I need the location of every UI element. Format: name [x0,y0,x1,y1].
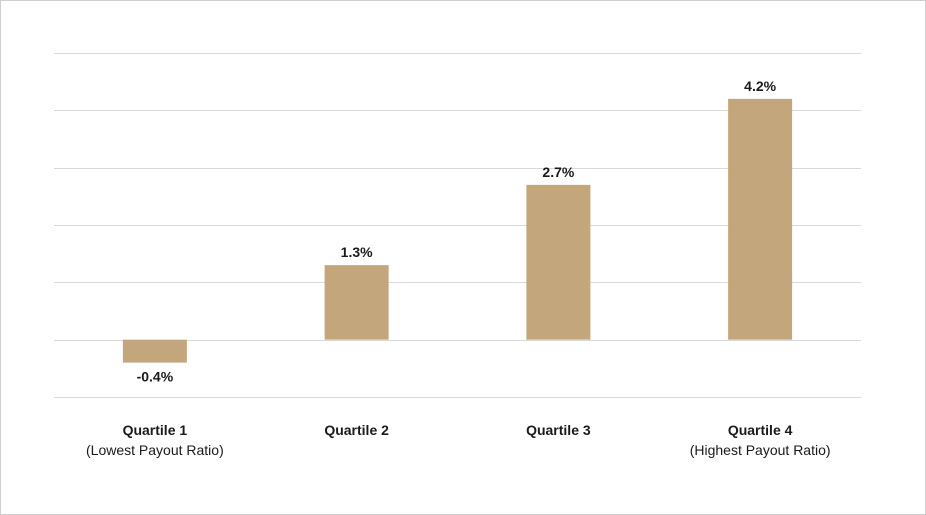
category-label-2: Quartile 2 [324,422,389,438]
category-labels: Quartile 1 (Lowest Payout Ratio) Quartile … [86,422,831,458]
category-label-4: Quartile 4 [728,422,793,438]
bar-1 [122,339,187,363]
bars [122,98,793,363]
category-label-1: Quartile 1 [123,422,188,438]
value-label-3: 2.7% [542,164,574,180]
value-labels: -0.4% 1.3% 2.7% 4.2% [137,78,777,385]
value-label-4: 4.2% [744,78,776,94]
category-label-3: Quartile 3 [526,422,591,438]
value-label-1: -0.4% [137,369,174,385]
gridlines [54,53,861,398]
category-sublabel-4: (Highest Payout Ratio) [690,442,831,458]
category-sublabel-1: (Lowest Payout Ratio) [86,442,224,458]
bar-3 [526,184,591,340]
bar-4 [728,98,793,340]
value-label-2: 1.3% [341,244,373,260]
bar-2 [324,265,389,340]
